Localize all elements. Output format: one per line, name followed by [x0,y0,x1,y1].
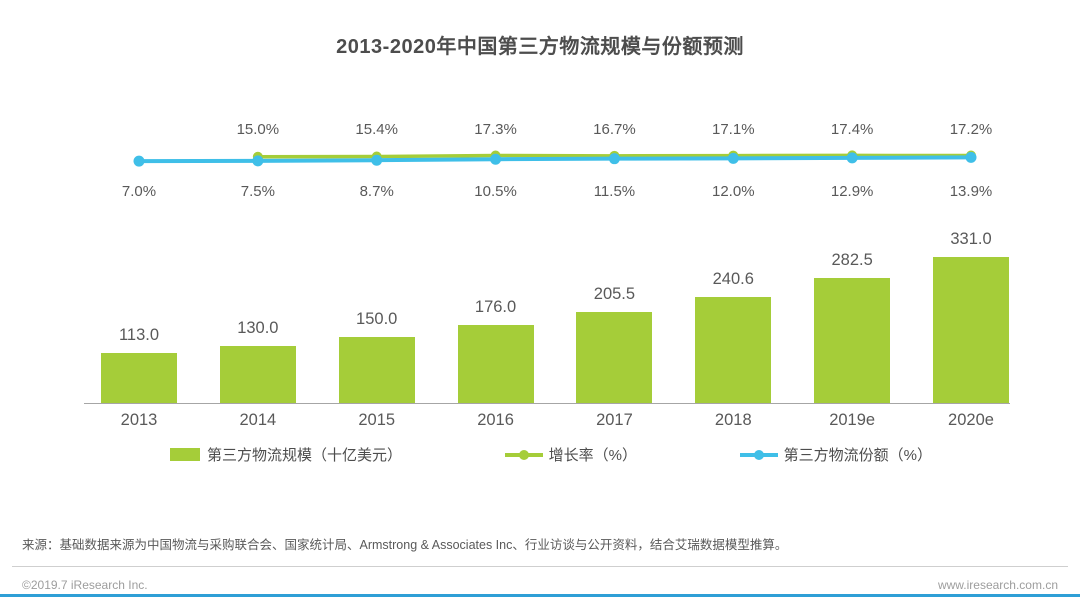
legend-scale-label: 第三方物流规模（十亿美元） [207,447,403,464]
footer-copyright: ©2019.7 iResearch Inc. [22,578,148,592]
legend-item-share: 第三方物流份额（%） [739,444,932,465]
legend: 第三方物流规模（十亿美元） 增长率（%） 第三方物流份额（%） [170,444,932,465]
share-label: 13.9% [949,183,993,200]
share-label: 7.5% [240,183,275,200]
legend-item-growth: 增长率（%） [504,444,637,465]
legend-share-label: 第三方物流份额（%） [783,447,932,464]
bottom-accent-bar [0,594,1080,597]
growth-rate-label: 17.4% [830,121,874,138]
share-label: 12.0% [712,183,755,200]
bar-value-label: 130.0 [237,318,279,337]
legend-growth-label: 增长率（%） [548,447,637,464]
x-axis-line [84,403,1010,404]
bar-2015 [338,336,415,403]
line-dot-blue-icon [739,448,778,461]
share-label: 10.5% [474,183,517,200]
bar-2016 [457,325,534,403]
source-note: 来源：基础数据来源为中国物流与采购联合会、国家统计局、Armstrong & A… [22,538,788,552]
growth-rate-label: 17.3% [474,121,517,138]
bar-2017 [576,312,653,403]
bar-2013 [101,353,177,403]
bar-2019e [814,278,891,403]
bar-value-label: 113.0 [118,326,160,345]
x-axis-label-2019e: 2019e [829,411,876,429]
share-label: 8.7% [359,183,394,200]
bar-value-label: 240.6 [712,269,754,288]
x-axis-label-2018: 2018 [714,411,752,429]
x-axis-label-2015: 2015 [358,411,396,429]
share-label: 12.9% [830,183,874,200]
line-chart-svg [133,150,977,167]
x-axis-label-2013: 2013 [120,411,158,429]
bar-value-label: 205.5 [593,285,636,304]
share-label: 7.0% [121,183,157,200]
legend-item-scale: 第三方物流规模（十亿美元） [170,444,402,465]
bar-2014 [219,345,296,403]
footer-website: www.iresearch.com.cn [937,578,1058,592]
growth-rate-label: 15.4% [355,121,398,138]
chart-title: 2013-2020年中国第三方物流规模与份额预测 [336,36,744,58]
bar-value-label: 150.0 [356,309,398,328]
growth-rate-label: 17.2% [949,121,993,138]
bar-2018 [695,296,772,403]
bar-swatch-icon [170,448,200,461]
growth-rate-label: 17.1% [712,121,755,138]
bar-value-label: 331.0 [950,230,992,248]
growth-rate-label: 15.0% [236,121,280,138]
x-axis-label-2016: 2016 [477,411,514,429]
footer-divider [12,566,1068,567]
share-label: 11.5% [593,183,636,200]
bar-value-label: 176.0 [474,298,517,317]
bar-2020e [933,257,1009,403]
x-axis-label-2017: 2017 [596,411,633,429]
bar-value-label: 282.5 [831,251,873,270]
x-axis-label-2014: 2014 [239,411,277,429]
growth-rate-label: 16.7% [593,121,636,138]
x-axis-label-2020e: 2020e [948,411,994,429]
line-dot-green-icon [504,448,543,461]
